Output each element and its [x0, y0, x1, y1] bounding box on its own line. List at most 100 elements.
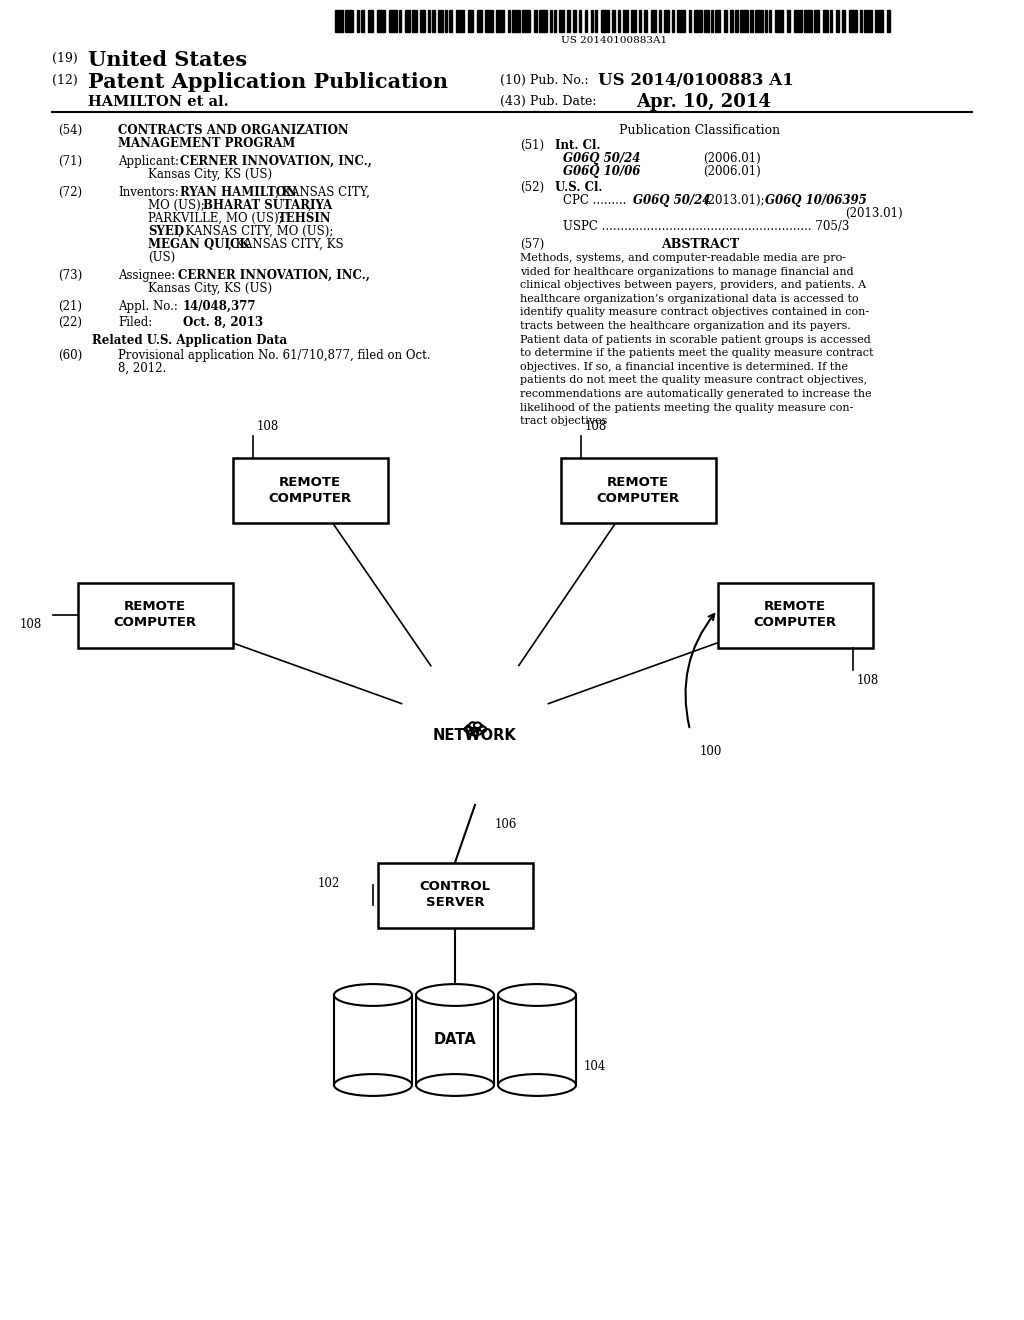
Bar — [794, 11, 802, 32]
Bar — [740, 11, 748, 32]
Bar — [560, 458, 716, 523]
Bar — [775, 11, 783, 32]
Bar — [496, 11, 504, 32]
Ellipse shape — [475, 725, 483, 731]
Text: Related U.S. Application Data: Related U.S. Application Data — [92, 334, 288, 347]
Text: CONTROL
SERVER: CONTROL SERVER — [420, 880, 490, 909]
Text: HAMILTON et al.: HAMILTON et al. — [88, 95, 228, 110]
Bar — [428, 11, 430, 32]
Text: (54): (54) — [58, 124, 82, 137]
Text: (2006.01): (2006.01) — [703, 165, 761, 178]
Bar — [579, 11, 581, 32]
Bar — [664, 11, 669, 32]
Text: Kansas City, KS (US): Kansas City, KS (US) — [148, 282, 272, 294]
Text: CERNER INNOVATION, INC.,: CERNER INNOVATION, INC., — [180, 154, 372, 168]
Bar — [420, 11, 425, 32]
Text: G06Q 50/24: G06Q 50/24 — [633, 194, 711, 207]
Bar — [378, 862, 532, 928]
Text: , KANSAS CITY, KS: , KANSAS CITY, KS — [228, 238, 344, 251]
Text: CONTRACTS AND ORGANIZATION: CONTRACTS AND ORGANIZATION — [118, 124, 348, 137]
Bar — [554, 11, 556, 32]
Ellipse shape — [472, 731, 477, 735]
Text: CERNER INNOVATION, INC.,: CERNER INNOVATION, INC., — [178, 269, 370, 282]
Bar — [335, 11, 343, 32]
Bar — [522, 11, 530, 32]
Bar — [715, 11, 720, 32]
Ellipse shape — [334, 985, 412, 1006]
Bar — [399, 11, 401, 32]
Bar — [534, 11, 537, 32]
Bar — [595, 11, 597, 32]
Bar — [705, 11, 709, 32]
Bar — [860, 11, 862, 32]
Text: RYAN HAMILTON: RYAN HAMILTON — [180, 186, 297, 199]
Bar — [711, 11, 713, 32]
Text: US 20140100883A1: US 20140100883A1 — [561, 36, 667, 45]
Ellipse shape — [479, 726, 486, 733]
Text: (10) Pub. No.:: (10) Pub. No.: — [500, 74, 589, 87]
Bar — [830, 11, 831, 32]
Text: (12): (12) — [52, 74, 78, 87]
Bar — [591, 11, 593, 32]
Ellipse shape — [498, 985, 575, 1006]
Text: NETWORK: NETWORK — [433, 727, 517, 742]
Text: (72): (72) — [58, 186, 82, 199]
Bar — [78, 582, 232, 648]
Bar — [550, 11, 552, 32]
Bar — [449, 11, 452, 32]
Text: (2013.01);: (2013.01); — [703, 194, 765, 207]
Bar — [412, 11, 417, 32]
Text: (57): (57) — [520, 238, 544, 251]
Ellipse shape — [476, 730, 481, 735]
Text: USPC ........................................................ 705/3: USPC ...................................… — [563, 220, 849, 234]
Text: 108: 108 — [256, 421, 279, 433]
Bar — [823, 11, 828, 32]
Text: REMOTE
COMPUTER: REMOTE COMPUTER — [754, 601, 837, 630]
Bar — [836, 11, 839, 32]
Bar — [416, 995, 494, 1085]
Text: 14/048,377: 14/048,377 — [183, 300, 256, 313]
Bar — [601, 11, 609, 32]
Text: DATA: DATA — [433, 1032, 476, 1048]
Bar — [639, 11, 641, 32]
Text: Publication Classification: Publication Classification — [620, 124, 780, 137]
Text: , KANSAS CITY,: , KANSAS CITY, — [275, 186, 370, 199]
Text: (2006.01): (2006.01) — [703, 152, 761, 165]
Text: Int. Cl.: Int. Cl. — [555, 139, 600, 152]
Text: (2013.01): (2013.01) — [845, 207, 902, 220]
Text: 108: 108 — [19, 618, 42, 631]
Text: MANAGEMENT PROGRAM: MANAGEMENT PROGRAM — [118, 137, 295, 150]
Bar — [694, 11, 702, 32]
Bar — [849, 11, 857, 32]
Text: US 2014/0100883 A1: US 2014/0100883 A1 — [598, 73, 794, 88]
Text: 106: 106 — [495, 818, 517, 832]
Text: (19): (19) — [52, 51, 78, 65]
Bar — [750, 11, 753, 32]
Text: (22): (22) — [58, 315, 82, 329]
Bar — [445, 11, 447, 32]
Text: REMOTE
COMPUTER: REMOTE COMPUTER — [596, 475, 680, 504]
Text: SYED: SYED — [148, 224, 184, 238]
Bar — [357, 11, 359, 32]
Bar — [887, 11, 890, 32]
Bar — [559, 11, 564, 32]
Bar — [468, 11, 473, 32]
Text: MEGAN QUICK: MEGAN QUICK — [148, 238, 250, 251]
Bar — [864, 11, 872, 32]
Bar — [539, 11, 547, 32]
Text: G06Q 10/06395: G06Q 10/06395 — [765, 194, 866, 207]
Ellipse shape — [470, 725, 480, 733]
Ellipse shape — [466, 725, 474, 731]
Bar — [567, 11, 570, 32]
Text: (71): (71) — [58, 154, 82, 168]
Bar — [651, 11, 656, 32]
Bar — [814, 11, 819, 32]
Bar — [804, 11, 812, 32]
Text: Apr. 10, 2014: Apr. 10, 2014 — [636, 92, 771, 111]
Ellipse shape — [464, 727, 471, 733]
Ellipse shape — [416, 1074, 494, 1096]
Ellipse shape — [416, 985, 494, 1006]
Bar — [232, 458, 387, 523]
Bar — [498, 995, 575, 1085]
Text: Inventors:: Inventors: — [118, 186, 179, 199]
